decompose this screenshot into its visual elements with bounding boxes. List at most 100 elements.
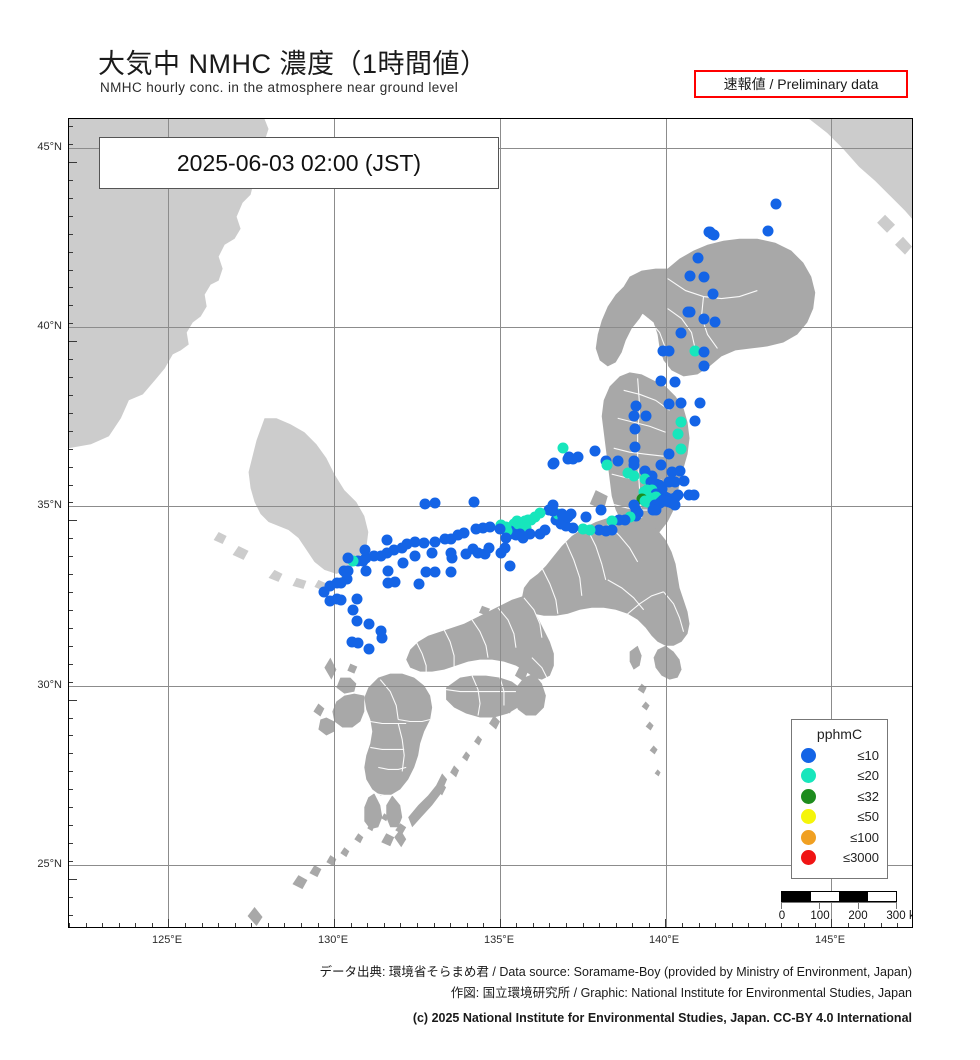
x-tick-label: 135°E <box>483 934 515 946</box>
legend-item-label: ≤20 <box>857 768 879 784</box>
y-axis-tick <box>69 807 73 809</box>
y-axis-tick <box>69 430 73 432</box>
y-axis-tick <box>69 341 77 343</box>
y-axis-tick <box>69 789 73 791</box>
x-axis-tick <box>864 923 866 927</box>
footer: データ出典: 環境省そらまめ君 / Data source: Soramame-… <box>0 962 980 1029</box>
legend-item-label: ≤100 <box>850 829 879 845</box>
y-tick-label: 45°N <box>37 141 62 153</box>
y-axis-tick <box>69 663 73 665</box>
x-axis-tick <box>168 919 170 927</box>
y-axis-tick <box>69 914 73 916</box>
y-axis-tick <box>69 162 77 163</box>
x-axis-tick <box>665 919 667 927</box>
x-axis-tick <box>648 923 650 927</box>
gridline-vertical <box>168 119 170 927</box>
legend-swatch-icon <box>801 788 816 804</box>
gridline-vertical <box>831 119 833 927</box>
legend-item-label: ≤10 <box>857 747 879 763</box>
y-axis-tick <box>69 484 73 486</box>
legend-item: ≤10 <box>792 745 887 766</box>
map-plot-area: 2025-06-03 02:00 (JST) pphmC ≤10 ≤20 ≤32… <box>68 118 913 928</box>
y-axis-tick <box>69 610 73 612</box>
x-axis-tick <box>85 923 87 927</box>
x-axis-tick <box>383 923 385 927</box>
x-axis-tick <box>433 923 435 927</box>
y-axis-tick <box>69 842 73 844</box>
y-axis-tick <box>69 394 73 396</box>
scale-bar-ticks <box>781 902 897 909</box>
scale-tick-label: 200 <box>848 910 868 922</box>
x-axis-tick <box>582 923 584 927</box>
x-axis-tick <box>334 919 336 927</box>
y-axis-tick <box>69 215 73 217</box>
x-axis-tick <box>184 923 186 927</box>
y-axis-tick <box>69 896 73 898</box>
legend-item: ≤100 <box>792 827 887 848</box>
x-axis-tick <box>632 923 634 927</box>
scale-unit-label: km <box>909 910 912 922</box>
y-axis-tick <box>69 466 73 468</box>
legend-item: ≤3000 <box>792 848 887 869</box>
y-axis-tick <box>69 323 73 325</box>
y-axis-tick <box>69 377 73 379</box>
scale-tick-label: 0 <box>778 910 786 922</box>
x-axis-tick <box>798 923 800 927</box>
x-axis-tick <box>317 923 319 927</box>
x-axis-tick <box>880 923 882 927</box>
x-axis-tick <box>764 923 766 927</box>
y-axis-tick <box>69 144 73 146</box>
x-axis-tick <box>847 923 849 927</box>
legend-item-label: ≤3000 <box>842 850 879 866</box>
x-axis-tick <box>400 923 402 927</box>
y-axis-tick <box>69 197 73 199</box>
preliminary-data-badge: 速報値 / Preliminary data <box>694 70 908 98</box>
legend-swatch-icon <box>801 747 816 763</box>
y-axis-tick <box>69 359 73 361</box>
y-axis-tick <box>69 287 73 289</box>
x-axis-tick <box>599 923 601 927</box>
x-axis-tick <box>102 923 104 927</box>
gridline-vertical <box>499 119 501 927</box>
x-axis-tick <box>151 923 153 927</box>
x-axis-tick <box>566 923 568 927</box>
legend-title: pphmC <box>816 726 863 742</box>
y-axis-tick <box>69 592 73 594</box>
y-axis-tick <box>69 753 73 755</box>
x-tick-label: 140°E <box>648 934 680 946</box>
y-axis-tick <box>69 502 73 504</box>
map-basemap <box>69 119 912 927</box>
legend-item: ≤20 <box>792 766 887 787</box>
scale-tick-label: 300 <box>886 910 906 922</box>
y-axis-tick <box>69 645 73 647</box>
page-subtitle: NMHC hourly conc. in the atmosphere near… <box>100 80 459 95</box>
x-tick-label: 145°E <box>814 934 846 946</box>
y-axis-tick <box>69 179 73 181</box>
legend-item: ≤32 <box>792 786 887 807</box>
x-axis-tick <box>416 923 418 927</box>
x-axis-tick <box>284 923 286 927</box>
x-axis-tick <box>466 923 468 927</box>
y-axis-tick <box>69 771 73 773</box>
y-axis-tick <box>69 126 73 128</box>
x-axis-tick <box>897 923 899 927</box>
y-tick-label: 25°N <box>37 858 62 870</box>
y-axis-tick <box>69 412 73 414</box>
x-axis-tick <box>516 923 518 927</box>
legend-swatch-icon <box>801 829 816 845</box>
y-tick-label: 35°N <box>37 499 62 511</box>
legend-swatch-icon <box>801 850 816 866</box>
x-axis-tick <box>201 923 203 927</box>
y-axis-tick <box>69 878 77 880</box>
scale-tick-label: 100 <box>810 910 830 922</box>
legend-swatch-icon <box>801 768 816 784</box>
x-axis-tick <box>781 923 783 927</box>
y-axis-tick <box>69 574 73 576</box>
y-tick-label: 30°N <box>37 679 62 691</box>
x-axis-tick <box>218 923 220 927</box>
x-axis-tick <box>350 923 352 927</box>
y-axis-tick <box>69 269 73 271</box>
y-axis-tick <box>69 305 73 307</box>
x-axis-tick <box>698 923 700 927</box>
y-axis-tick <box>69 735 73 737</box>
